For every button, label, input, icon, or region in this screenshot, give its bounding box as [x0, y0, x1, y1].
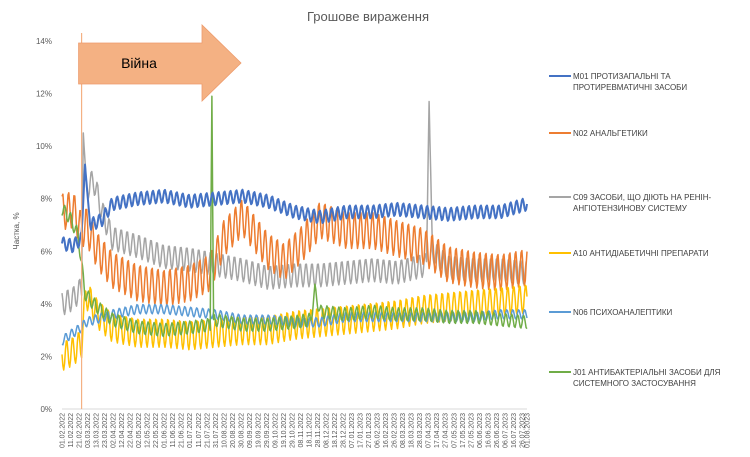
- y-tick-label: 8%: [40, 195, 52, 204]
- legend-label: J01 АНТИБАКТЕРІАЛЬНІ ЗАСОБИ ДЛЯ СИСТЕМНОГ…: [573, 368, 721, 388]
- x-tick-label: 07.01.2023: [349, 413, 356, 448]
- x-tick-label: 10.08.2022: [221, 413, 228, 448]
- x-tick-label: 28.11.2022: [315, 413, 322, 448]
- x-tick-label: 12.05.2022: [145, 413, 152, 448]
- x-tick-label: 28.03.2023: [417, 413, 424, 448]
- x-tick-label: 21.06.2022: [179, 413, 186, 448]
- legend-label: A10 АНТИДІАБЕТИЧНІ ПРЕПАРАТИ: [573, 249, 709, 258]
- x-tick-label: 12.04.2022: [119, 413, 126, 448]
- x-tick-label: 26.06.2023: [494, 413, 501, 448]
- x-tick-label: 01.06.2022: [162, 413, 169, 448]
- x-tick-label: 02.05.2022: [136, 413, 143, 448]
- x-tick-label: 27.05.2023: [468, 413, 475, 448]
- x-tick-label: 23.03.2022: [102, 413, 109, 448]
- x-tick-label: 26.02.2023: [392, 413, 399, 448]
- y-tick-label: 6%: [40, 247, 52, 256]
- x-tick-label: 02.04.2022: [111, 413, 118, 448]
- x-tick-label: 18.03.2023: [409, 413, 416, 448]
- legend-label: N06 ПСИХОАНАЛЕПТИКИ: [573, 308, 673, 317]
- x-tick-label: 01.02.2022: [60, 413, 67, 448]
- x-tick-label: 27.04.2023: [443, 413, 450, 448]
- legend-label: C09 ЗАСОБИ, ЩО ДІЮТЬ НА РЕНІН-АНГІОТЕНЗИ…: [573, 193, 712, 213]
- war-arrow: [78, 24, 242, 102]
- y-tick-label: 0%: [40, 405, 52, 414]
- x-tick-label: 11.07.2022: [196, 413, 203, 448]
- x-tick-label: 06.02.2023: [375, 413, 382, 448]
- x-tick-label: 30.08.2022: [238, 413, 245, 448]
- x-tick-label: 16.02.2023: [383, 413, 390, 448]
- legend-label: M01 ПРОТИЗАПАЛЬНІ ТА ПРОТИРЕВМАТИЧНІ ЗАСО…: [573, 72, 687, 92]
- x-tick-label: 18.11.2022: [307, 413, 314, 448]
- war-arrow-label: Війна: [121, 55, 157, 71]
- x-tick-label: 09.10.2022: [272, 413, 279, 448]
- x-tick-label: 07.04.2023: [426, 413, 433, 448]
- x-tick-label: 22.05.2022: [153, 413, 160, 448]
- legend-label: N02 АНАЛЬГЕТИКИ: [573, 129, 648, 138]
- x-tick-label: 29.09.2022: [264, 413, 271, 448]
- series-line: [61, 95, 528, 338]
- x-tick-label: 19.10.2022: [281, 413, 288, 448]
- chart-title: Грошове вираження: [307, 9, 429, 24]
- x-tick-label: 19.09.2022: [255, 413, 262, 448]
- x-tick-label: 29.10.2022: [289, 413, 296, 448]
- x-tick-label: 03.03.2022: [85, 413, 92, 448]
- x-tick-label: 27.01.2023: [366, 413, 373, 448]
- y-tick-label: 12%: [36, 90, 52, 99]
- x-tick-label: 21.07.2022: [204, 413, 211, 448]
- x-tick-label: 08.12.2022: [324, 413, 331, 448]
- series-line: [61, 192, 528, 307]
- x-tick-label: 09.09.2022: [247, 413, 254, 448]
- x-tick-label: 31.07.2022: [213, 413, 220, 448]
- x-tick-label: 26.07.2023: [519, 413, 526, 448]
- x-tick-label: 11.02.2022: [68, 413, 75, 448]
- series-line: [61, 163, 528, 254]
- x-tick-label: 17.05.2023: [460, 413, 467, 448]
- x-tick-label: 16.06.2023: [485, 413, 492, 448]
- x-tick-label: 18.12.2022: [332, 413, 339, 448]
- x-tick-label: 07.05.2023: [451, 413, 458, 448]
- x-tick-label: 16.07.2023: [511, 413, 518, 448]
- x-tick-label: 20.08.2022: [230, 413, 237, 448]
- x-tick-label: 21.02.2022: [77, 413, 84, 448]
- x-tick-label: 08.11.2022: [298, 413, 305, 448]
- x-tick-label: 08.03.2023: [400, 413, 407, 448]
- y-tick-label: 2%: [40, 352, 52, 361]
- y-tick-label: 10%: [36, 142, 52, 151]
- x-tick-label: 11.06.2022: [170, 413, 177, 448]
- x-tick-label: 13.03.2022: [94, 413, 101, 448]
- x-tick-label: 01.07.2022: [187, 413, 194, 448]
- x-tick-label: 17.04.2023: [434, 413, 441, 448]
- x-tick-label: 01.08.2023: [525, 413, 532, 448]
- x-tick-label: 17.01.2023: [358, 413, 365, 448]
- x-tick-label: 06.07.2023: [502, 413, 509, 448]
- x-tick-label: 22.04.2022: [128, 413, 135, 448]
- y-axis-label: Частка, %: [12, 212, 21, 249]
- y-tick-label: 4%: [40, 300, 52, 309]
- x-tick-label: 28.12.2022: [341, 413, 348, 448]
- y-tick-label: 14%: [36, 37, 52, 46]
- x-tick-label: 06.06.2023: [477, 413, 484, 448]
